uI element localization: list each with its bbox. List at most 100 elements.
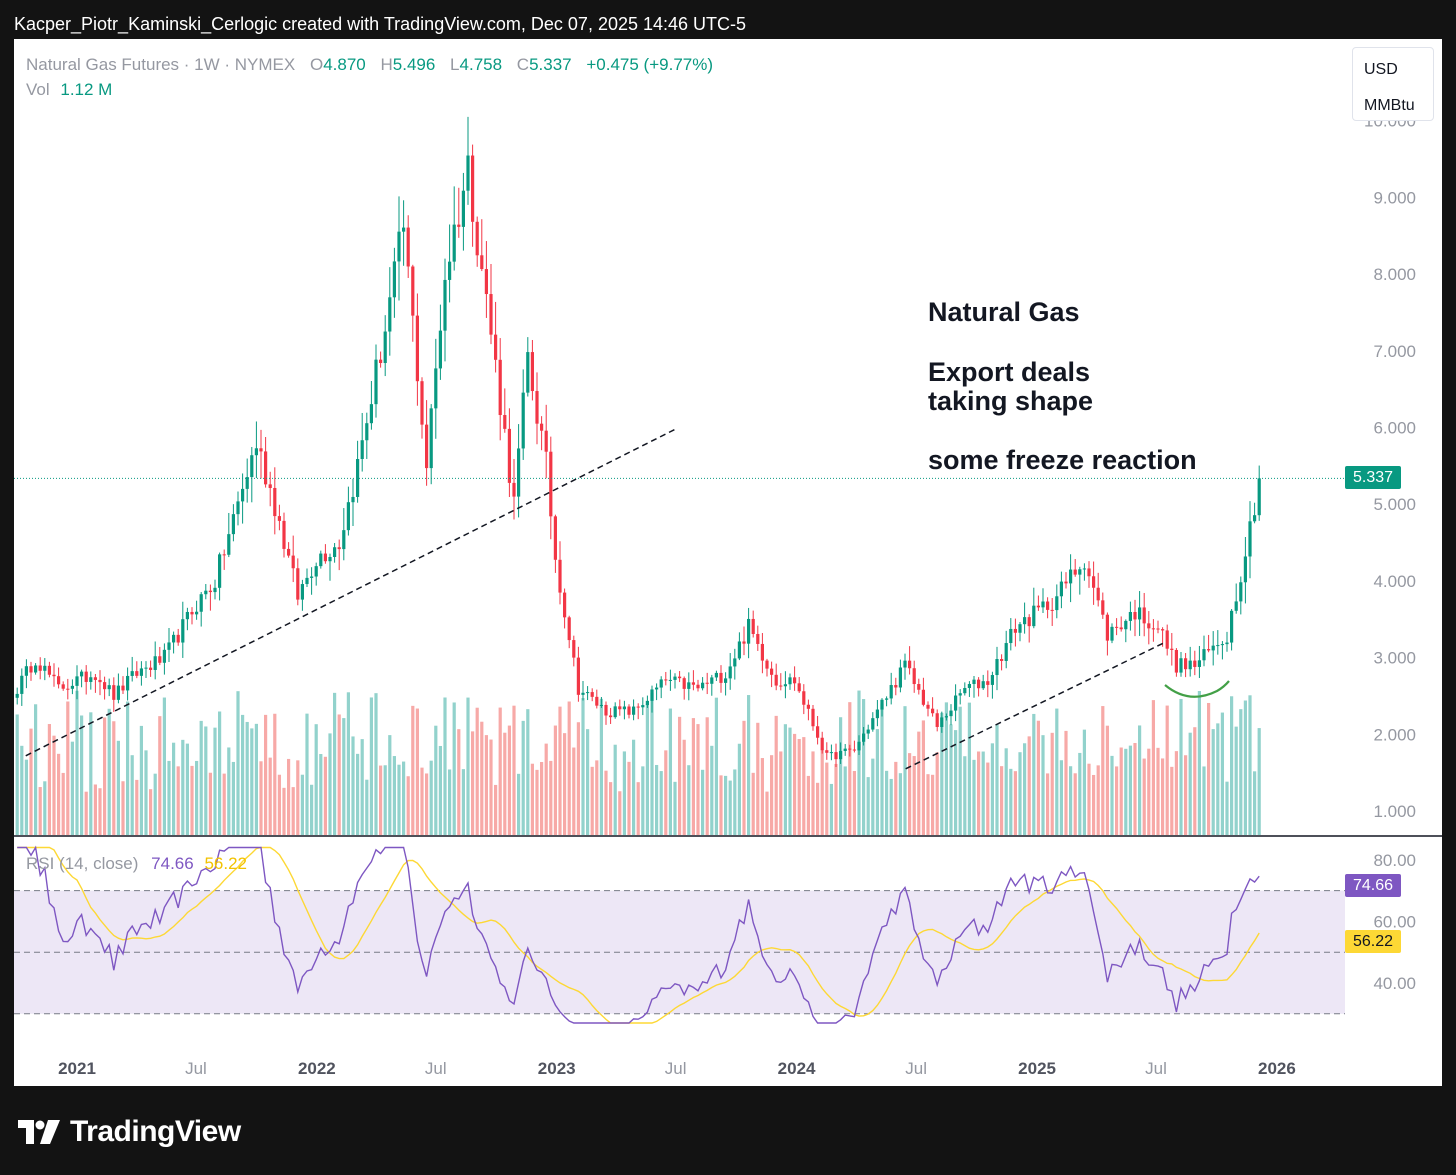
volume-bar [811, 751, 815, 835]
rsi-value-badge: 74.66 [1345, 874, 1402, 897]
candle-body [181, 619, 185, 643]
candle-body [277, 516, 281, 521]
candle-body [517, 448, 521, 497]
volume-bar [480, 721, 484, 835]
volume-bar [379, 765, 383, 835]
volume-bar [43, 781, 47, 835]
candle-body [1174, 649, 1178, 673]
volume-bar [1243, 700, 1247, 835]
volume-bar [319, 754, 323, 835]
candle-body [139, 668, 143, 676]
candle-body [894, 685, 898, 688]
time-tick-label: 2024 [778, 1059, 816, 1078]
candle-body [153, 656, 157, 670]
volume-bar [995, 724, 999, 835]
candle-body [1050, 609, 1054, 611]
volume-bar [1055, 708, 1059, 835]
volume-bar [664, 750, 668, 835]
candle-body [1101, 600, 1105, 615]
rsi-title[interactable]: RSI (14, close) [26, 854, 139, 873]
candle-body [130, 671, 134, 676]
volume-legend[interactable]: Vol 1.12 M [26, 80, 112, 100]
volume-bar [1202, 766, 1206, 835]
volume-bar [47, 724, 51, 835]
volume-bar [57, 753, 61, 835]
volume-bar [337, 714, 341, 835]
volume-bar [466, 697, 470, 835]
candle-body [61, 684, 65, 689]
volume-bar [1009, 768, 1013, 835]
candle-body [379, 359, 383, 364]
volume-bar [411, 705, 415, 835]
volume-bar [218, 711, 222, 835]
price-chart[interactable]: 1.000 2.000 3.000 4.000 5.000 6.000 7.000 8.000… [14, 39, 1442, 1086]
candle-body [1253, 515, 1257, 522]
price-tick-label: 1.000 [1373, 802, 1416, 821]
volume-bar [650, 692, 654, 835]
candle-body [323, 553, 327, 562]
volume-bar [1156, 747, 1160, 835]
volume-bar [1096, 765, 1100, 835]
tradingview-logo[interactable]: TradingView [18, 1114, 241, 1150]
volume-bar [958, 706, 962, 835]
candle-body [1000, 659, 1004, 661]
volume-bar [503, 732, 507, 835]
volume-bar [351, 736, 355, 835]
candle-body [825, 750, 829, 753]
chart-caption: Kacper_Piotr_Kaminski_Cerlogic created w… [14, 14, 747, 34]
volume-bar [871, 758, 875, 835]
volume-bar [636, 782, 640, 835]
candle-body [475, 221, 479, 256]
candle-body [20, 675, 24, 694]
candle-body [972, 679, 976, 684]
candle-body [931, 708, 935, 714]
volume-bar [1207, 702, 1211, 835]
candle-body [618, 706, 622, 710]
volume-bar [1179, 698, 1183, 835]
candle-body [1027, 617, 1031, 627]
candle-body [728, 666, 732, 679]
candle-body [751, 618, 755, 634]
volume-bar [742, 720, 746, 835]
volume-bar [333, 692, 337, 835]
currency-unit-selector[interactable]: USD MMBtu [1352, 47, 1434, 121]
candle-body [756, 633, 760, 644]
volume-bar [885, 770, 889, 835]
volume-bar [535, 769, 539, 835]
volume-bar [61, 772, 65, 835]
candle-body [1004, 643, 1008, 661]
unit-label[interactable]: MMBtu [1364, 97, 1415, 114]
volume-bar [1073, 773, 1077, 835]
symbol-name[interactable]: Natural Gas Futures · 1W · NYMEX [26, 55, 296, 74]
candle-body [245, 477, 249, 489]
price-tick-label: 9.000 [1373, 188, 1416, 207]
volume-bar [15, 714, 19, 835]
volume-bar [213, 727, 217, 835]
volume-bar [1239, 709, 1243, 835]
volume-bar [549, 760, 553, 835]
candle-body [296, 568, 300, 600]
candle-body [714, 672, 718, 678]
candle-body [783, 684, 787, 687]
candle-body [337, 547, 341, 550]
candle-body [1202, 649, 1206, 661]
candle-body [958, 693, 962, 696]
candle-body [908, 660, 912, 669]
candle-body [949, 710, 953, 717]
candle-body [351, 496, 355, 503]
currency-label[interactable]: USD [1364, 61, 1398, 78]
volume-bar [245, 721, 249, 835]
candle-body [742, 641, 746, 644]
rsi-legend[interactable]: RSI (14, close) 74.66 56.22 [26, 854, 247, 874]
volume-bar [774, 715, 778, 835]
volume-bar [149, 789, 153, 835]
candle-body [429, 408, 433, 469]
candle-body [452, 224, 456, 262]
candle-body [208, 590, 212, 593]
symbol-legend[interactable]: Natural Gas Futures · 1W · NYMEX O4.870 … [26, 55, 713, 75]
change-value: +0.475 (+9.77%) [586, 55, 714, 74]
volume-bar [668, 708, 672, 835]
volume-bar [1197, 691, 1201, 835]
rsi-ma-badge: 56.22 [1345, 930, 1402, 953]
candle-body [1087, 568, 1091, 577]
